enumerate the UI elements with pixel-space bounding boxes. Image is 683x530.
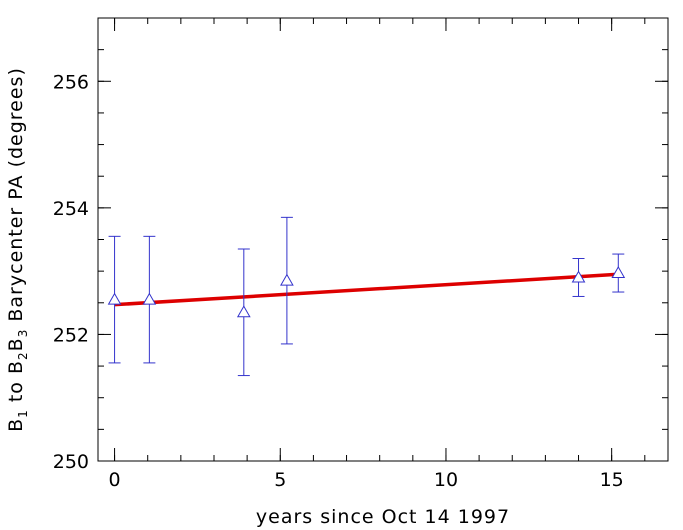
data-point <box>571 257 586 297</box>
data-points <box>107 216 626 377</box>
y-axis-label: B1 to B2B3 Barycenter PA (degrees) <box>5 67 30 432</box>
y-label-b1-sub: 1 <box>16 409 30 418</box>
data-point <box>107 235 122 364</box>
x-tick-label: 5 <box>274 469 286 491</box>
tick-labels: 0 5 10 15 250 252 254 256 <box>53 71 624 491</box>
plot-frame <box>97 17 669 462</box>
triangle-marker <box>107 292 122 305</box>
fit-line-group <box>114 272 619 307</box>
triangle-marker <box>571 270 586 283</box>
y-tick-label: 256 <box>53 71 89 93</box>
data-point <box>280 216 294 345</box>
x-tick-label: 0 <box>109 469 121 491</box>
y-label-b1: B <box>5 418 27 432</box>
y-tick-label: 250 <box>53 451 89 473</box>
y-label-b3: B <box>5 337 27 351</box>
y-tick-label: 252 <box>53 324 89 346</box>
y-label-b2-sub: 2 <box>16 351 30 360</box>
fit-line <box>114 272 619 307</box>
minor-ticks <box>98 17 668 462</box>
data-point <box>236 248 251 377</box>
y-label-b3-sub: 3 <box>16 329 30 338</box>
major-ticks <box>98 18 668 462</box>
data-point <box>142 235 157 364</box>
x-tick-label: 15 <box>600 469 624 491</box>
y-tick-label: 254 <box>53 198 89 220</box>
triangle-marker <box>142 292 157 305</box>
y-label-to: to B <box>5 360 27 409</box>
y-label-rest: Barycenter PA (degrees) <box>5 67 27 329</box>
x-tick-label: 10 <box>434 469 458 491</box>
triangle-marker <box>280 273 294 286</box>
triangle-marker <box>611 266 626 279</box>
triangle-marker <box>236 305 251 318</box>
x-axis-label: years since Oct 14 1997 <box>256 506 510 528</box>
data-point <box>611 253 626 293</box>
